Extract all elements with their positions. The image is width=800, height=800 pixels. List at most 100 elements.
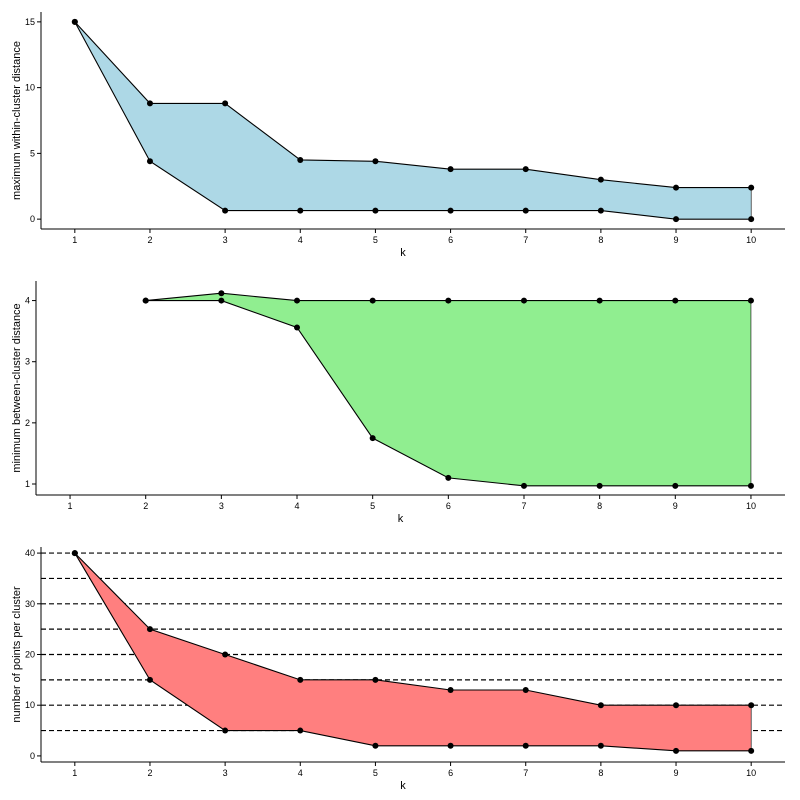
data-point-upper	[372, 676, 379, 683]
data-point-upper	[597, 702, 604, 709]
data-point-upper	[294, 297, 301, 304]
x-tick-label: 1	[72, 235, 77, 245]
data-point-lower	[597, 742, 604, 749]
data-point-upper	[297, 676, 304, 683]
y-axis-label: number of points per cluster	[11, 586, 23, 723]
x-tick-label: 2	[143, 501, 148, 511]
data-point-upper	[747, 297, 754, 304]
x-tick-label: 7	[523, 235, 528, 245]
data-point-lower	[71, 18, 78, 25]
x-tick-label: 5	[370, 501, 375, 511]
data-point-upper	[447, 686, 454, 693]
data-point-lower	[142, 297, 149, 304]
y-tick-label: 2	[25, 418, 30, 428]
x-tick-label: 5	[373, 768, 378, 778]
data-point-upper	[520, 297, 527, 304]
x-tick-label: 8	[598, 235, 603, 245]
data-point-upper	[447, 166, 454, 173]
x-tick-label: 10	[746, 235, 756, 245]
series-line-upper	[74, 21, 752, 189]
x-tick-label: 6	[448, 768, 453, 778]
x-tick-label: 6	[448, 235, 453, 245]
data-point-upper	[369, 297, 376, 304]
data-point-lower	[297, 207, 304, 214]
chart-panel-2: 1 2 3 4 5 6 7 8 9 10 1 2 3 4 k minimum between-cluster …	[11, 281, 785, 525]
series-line-upper	[74, 552, 752, 706]
data-point-lower	[522, 207, 529, 214]
data-point-upper	[596, 297, 603, 304]
y-tick-label: 30	[25, 599, 35, 609]
data-point-lower	[372, 207, 379, 214]
data-point-upper	[372, 158, 379, 165]
series-line-lower	[74, 552, 752, 752]
data-point-lower	[146, 676, 153, 683]
x-tick-label: 4	[298, 235, 303, 245]
x-tick-label: 10	[746, 768, 756, 778]
area-band	[74, 21, 752, 220]
data-point-lower	[146, 158, 153, 165]
data-point-upper	[672, 297, 679, 304]
data-point-upper	[522, 166, 529, 173]
y-axis-label: maximum within-cluster distance	[11, 41, 23, 200]
y-tick-label: 0	[30, 751, 35, 761]
data-point-lower	[294, 324, 301, 331]
data-point-lower	[596, 482, 603, 489]
x-axis-label: k	[400, 780, 406, 792]
y-tick-label: 4	[25, 296, 30, 306]
x-tick-label: 3	[219, 501, 224, 511]
data-point-upper	[597, 176, 604, 183]
data-point-upper	[218, 290, 225, 297]
data-point-lower	[673, 747, 680, 754]
series-line-lower	[74, 21, 752, 220]
x-tick-label: 8	[598, 768, 603, 778]
area-band	[145, 293, 751, 486]
data-point-lower	[369, 435, 376, 442]
y-tick-label: 10	[25, 83, 35, 93]
x-tick-label: 7	[523, 768, 528, 778]
chart-panel-3: 1 2 3 4 5 6 7 8 9 10 0 10 20 30 40 k number of points pe…	[11, 547, 785, 792]
data-point-lower	[222, 207, 229, 214]
x-tick-label: 10	[746, 501, 756, 511]
data-point-lower	[222, 727, 229, 734]
area-band	[74, 553, 752, 751]
data-point-lower	[673, 216, 680, 223]
x-tick-label: 9	[674, 235, 679, 245]
x-tick-label: 9	[674, 768, 679, 778]
x-tick-label: 4	[298, 768, 303, 778]
data-point-upper	[146, 100, 153, 107]
data-point-lower	[748, 747, 755, 754]
data-point-lower	[71, 550, 78, 557]
y-tick-label: 3	[25, 357, 30, 367]
data-point-lower	[597, 207, 604, 214]
data-point-lower	[672, 482, 679, 489]
data-point-lower	[218, 297, 225, 304]
x-tick-label: 7	[521, 501, 526, 511]
data-point-upper	[522, 686, 529, 693]
data-point-upper	[673, 184, 680, 191]
x-axis-label: k	[398, 513, 404, 525]
data-point-lower	[747, 482, 754, 489]
y-tick-label: 1	[25, 479, 30, 489]
x-tick-label: 2	[147, 768, 152, 778]
x-tick-label: 1	[68, 501, 73, 511]
data-point-lower	[447, 207, 454, 214]
data-point-upper	[146, 626, 153, 633]
x-tick-label: 1	[72, 768, 77, 778]
data-point-lower	[748, 216, 755, 223]
x-tick-label: 3	[223, 235, 228, 245]
data-point-upper	[673, 702, 680, 709]
data-point-lower	[520, 482, 527, 489]
data-point-lower	[372, 742, 379, 749]
x-tick-label: 6	[446, 501, 451, 511]
y-tick-label: 10	[25, 700, 35, 710]
x-tick-label: 5	[373, 235, 378, 245]
x-tick-label: 4	[295, 501, 300, 511]
y-tick-label: 5	[30, 148, 35, 158]
x-axis-label: k	[400, 247, 406, 259]
data-point-lower	[447, 742, 454, 749]
data-point-lower	[297, 727, 304, 734]
data-point-upper	[748, 184, 755, 191]
chart-panel-1: 1 2 3 4 5 6 7 8 9 10 0 5 10 15 k maximum within-cluster…	[11, 12, 785, 259]
x-tick-label: 3	[223, 768, 228, 778]
